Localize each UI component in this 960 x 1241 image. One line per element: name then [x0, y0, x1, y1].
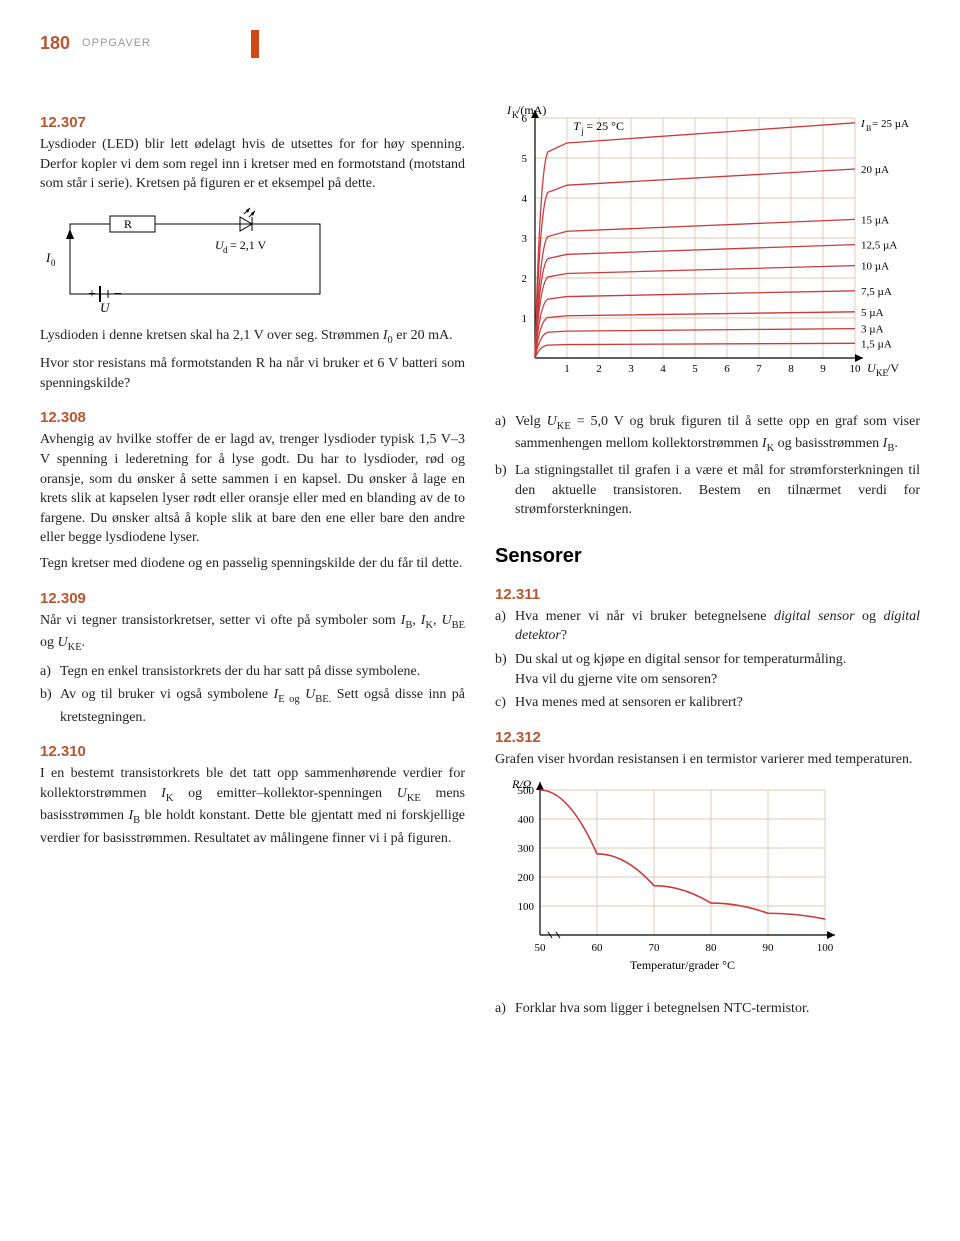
- section-heading: Sensorer: [495, 542, 920, 570]
- svg-text:j: j: [580, 126, 584, 136]
- svg-text:60: 60: [592, 942, 604, 954]
- list-item: a)Tegn en enkel transistorkrets der du h…: [40, 662, 465, 682]
- list-item: a)Forklar hva som ligger i betegnelsen N…: [495, 999, 920, 1019]
- svg-text:3: 3: [628, 363, 634, 375]
- transistor-chart: 12345678910123456IK/(mA)UKE/VTj = 25 °CI…: [495, 98, 920, 398]
- task-text: Lysdioden i denne kretsen skal ha 2,1 V …: [40, 326, 465, 348]
- svg-text:4: 4: [660, 363, 666, 375]
- svg-text:= 25 µA: = 25 µA: [872, 118, 909, 130]
- header-accent-bar: [251, 30, 259, 58]
- svg-text:= 25 °C: = 25 °C: [586, 119, 624, 133]
- svg-text:U: U: [100, 300, 111, 314]
- svg-text:20 µA: 20 µA: [861, 164, 889, 176]
- svg-text:2: 2: [596, 363, 602, 375]
- svg-text:4: 4: [522, 193, 528, 205]
- task-text: Hvor stor resistans må formotstanden R h…: [40, 354, 465, 393]
- svg-text:300: 300: [518, 843, 535, 855]
- svg-text:Temperatur/grader °C: Temperatur/grader °C: [630, 958, 735, 972]
- task-text: I en bestemt transistorkrets ble det tat…: [40, 764, 465, 848]
- section-label: OPPGAVER: [82, 36, 151, 51]
- svg-text:200: 200: [518, 872, 535, 884]
- svg-text:50: 50: [535, 942, 547, 954]
- task-text: Grafen viser hvordan resistansen i en te…: [495, 750, 920, 770]
- list-item: a) Hva mener vi når vi bruker betegnelse…: [495, 607, 920, 646]
- svg-text:15 µA: 15 µA: [861, 214, 889, 226]
- svg-text:90: 90: [763, 942, 775, 954]
- task-text: Tegn kretser med diodene og en passelig …: [40, 554, 465, 574]
- svg-text:B: B: [866, 124, 871, 133]
- task-number: 12.307: [40, 112, 465, 133]
- svg-text:1: 1: [564, 363, 570, 375]
- list-item: a) Velg UKE = 5,0 V og bruk figuren til …: [495, 412, 920, 457]
- list-item: b) Du skal ut og kjøpe en digital sensor…: [495, 650, 920, 689]
- svg-text:70: 70: [649, 942, 661, 954]
- task-text: Avhengig av hvilke stoffer de er lagd av…: [40, 430, 465, 548]
- svg-text:400: 400: [518, 814, 535, 826]
- task-text: Lysdioder (LED) blir lett ødelagt hvis d…: [40, 135, 465, 194]
- svg-text:12,5 µA: 12,5 µA: [861, 240, 897, 252]
- svg-text:9: 9: [820, 363, 826, 375]
- svg-text:7: 7: [756, 363, 762, 375]
- svg-text:1: 1: [522, 313, 528, 325]
- svg-text:5: 5: [692, 363, 698, 375]
- svg-text:7,5 µA: 7,5 µA: [861, 286, 892, 298]
- svg-text:d: d: [223, 245, 228, 255]
- svg-text:1,5 µA: 1,5 µA: [861, 338, 892, 350]
- task-number: 12.308: [40, 407, 465, 428]
- left-column: 12.307 Lysdioder (LED) blir lett ødelagt…: [40, 98, 465, 1023]
- svg-text:6: 6: [724, 363, 730, 375]
- svg-text:80: 80: [706, 942, 718, 954]
- svg-text:R: R: [124, 217, 132, 231]
- task-text: Når vi tegner transistorkretser, setter …: [40, 611, 465, 656]
- svg-text:/V: /V: [887, 361, 899, 375]
- svg-text:/(mA): /(mA): [517, 103, 546, 117]
- task-number: 12.310: [40, 741, 465, 762]
- list-item: b)Av og til bruker vi også symbolene IE …: [40, 685, 465, 727]
- task-number: 12.311: [495, 584, 920, 605]
- svg-text:3: 3: [522, 233, 528, 245]
- svg-text:5 µA: 5 µA: [861, 307, 884, 319]
- svg-text:8: 8: [788, 363, 794, 375]
- page-number: 180: [40, 31, 70, 56]
- svg-text:3 µA: 3 µA: [861, 324, 884, 336]
- svg-text:10: 10: [850, 363, 862, 375]
- task-number: 12.309: [40, 588, 465, 609]
- svg-text:5: 5: [522, 153, 528, 165]
- svg-text:10 µA: 10 µA: [861, 261, 889, 273]
- page-header: 180 OPPGAVER: [40, 30, 920, 58]
- svg-text:0: 0: [51, 258, 56, 268]
- svg-text:2: 2: [522, 273, 528, 285]
- right-column: 12345678910123456IK/(mA)UKE/VTj = 25 °CI…: [495, 98, 920, 1023]
- list-item: b)La stigningstallet til grafen i a være…: [495, 461, 920, 520]
- svg-text:100: 100: [817, 942, 834, 954]
- svg-text:R/Ω: R/Ω: [511, 777, 532, 791]
- circuit-diagram: I 0 R U d = 2,1 V +: [40, 204, 465, 314]
- svg-text:T: T: [573, 119, 581, 133]
- list-item: c)Hva menes med at sensoren er kalibrert…: [495, 693, 920, 713]
- task-number: 12.312: [495, 727, 920, 748]
- thermistor-chart: 5060708090100100200300400500R/ΩTemperatu…: [495, 775, 920, 985]
- svg-text:100: 100: [518, 901, 535, 913]
- svg-text:= 2,1 V: = 2,1 V: [230, 238, 267, 252]
